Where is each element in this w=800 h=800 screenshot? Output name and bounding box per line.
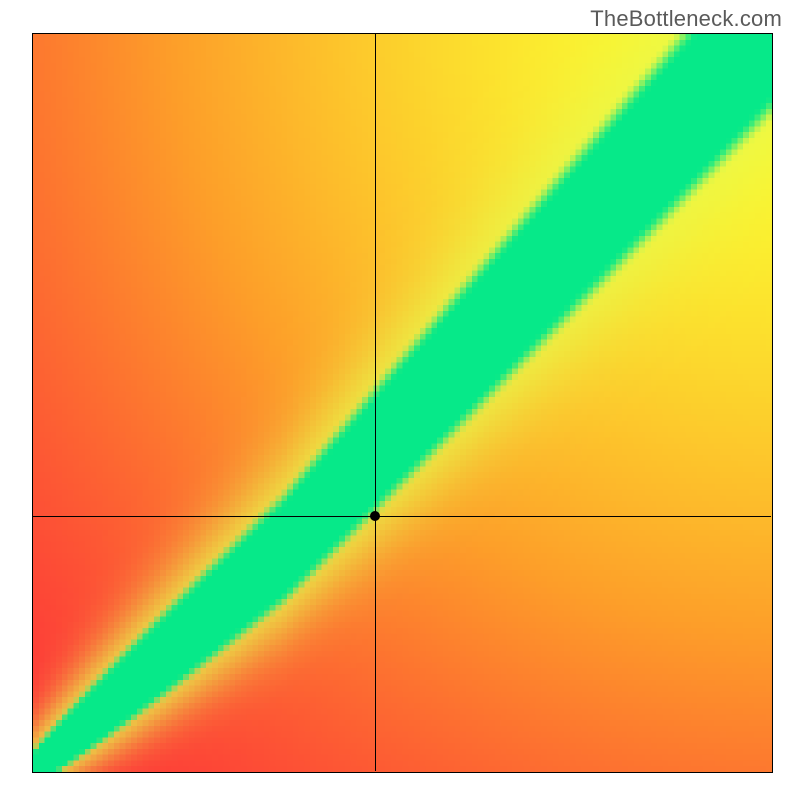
watermark-text: TheBottleneck.com [590, 6, 782, 32]
crosshair-horizontal [32, 516, 771, 517]
crosshair-vertical [375, 33, 376, 771]
heatmap-canvas [32, 33, 773, 773]
data-point-marker [370, 511, 380, 521]
